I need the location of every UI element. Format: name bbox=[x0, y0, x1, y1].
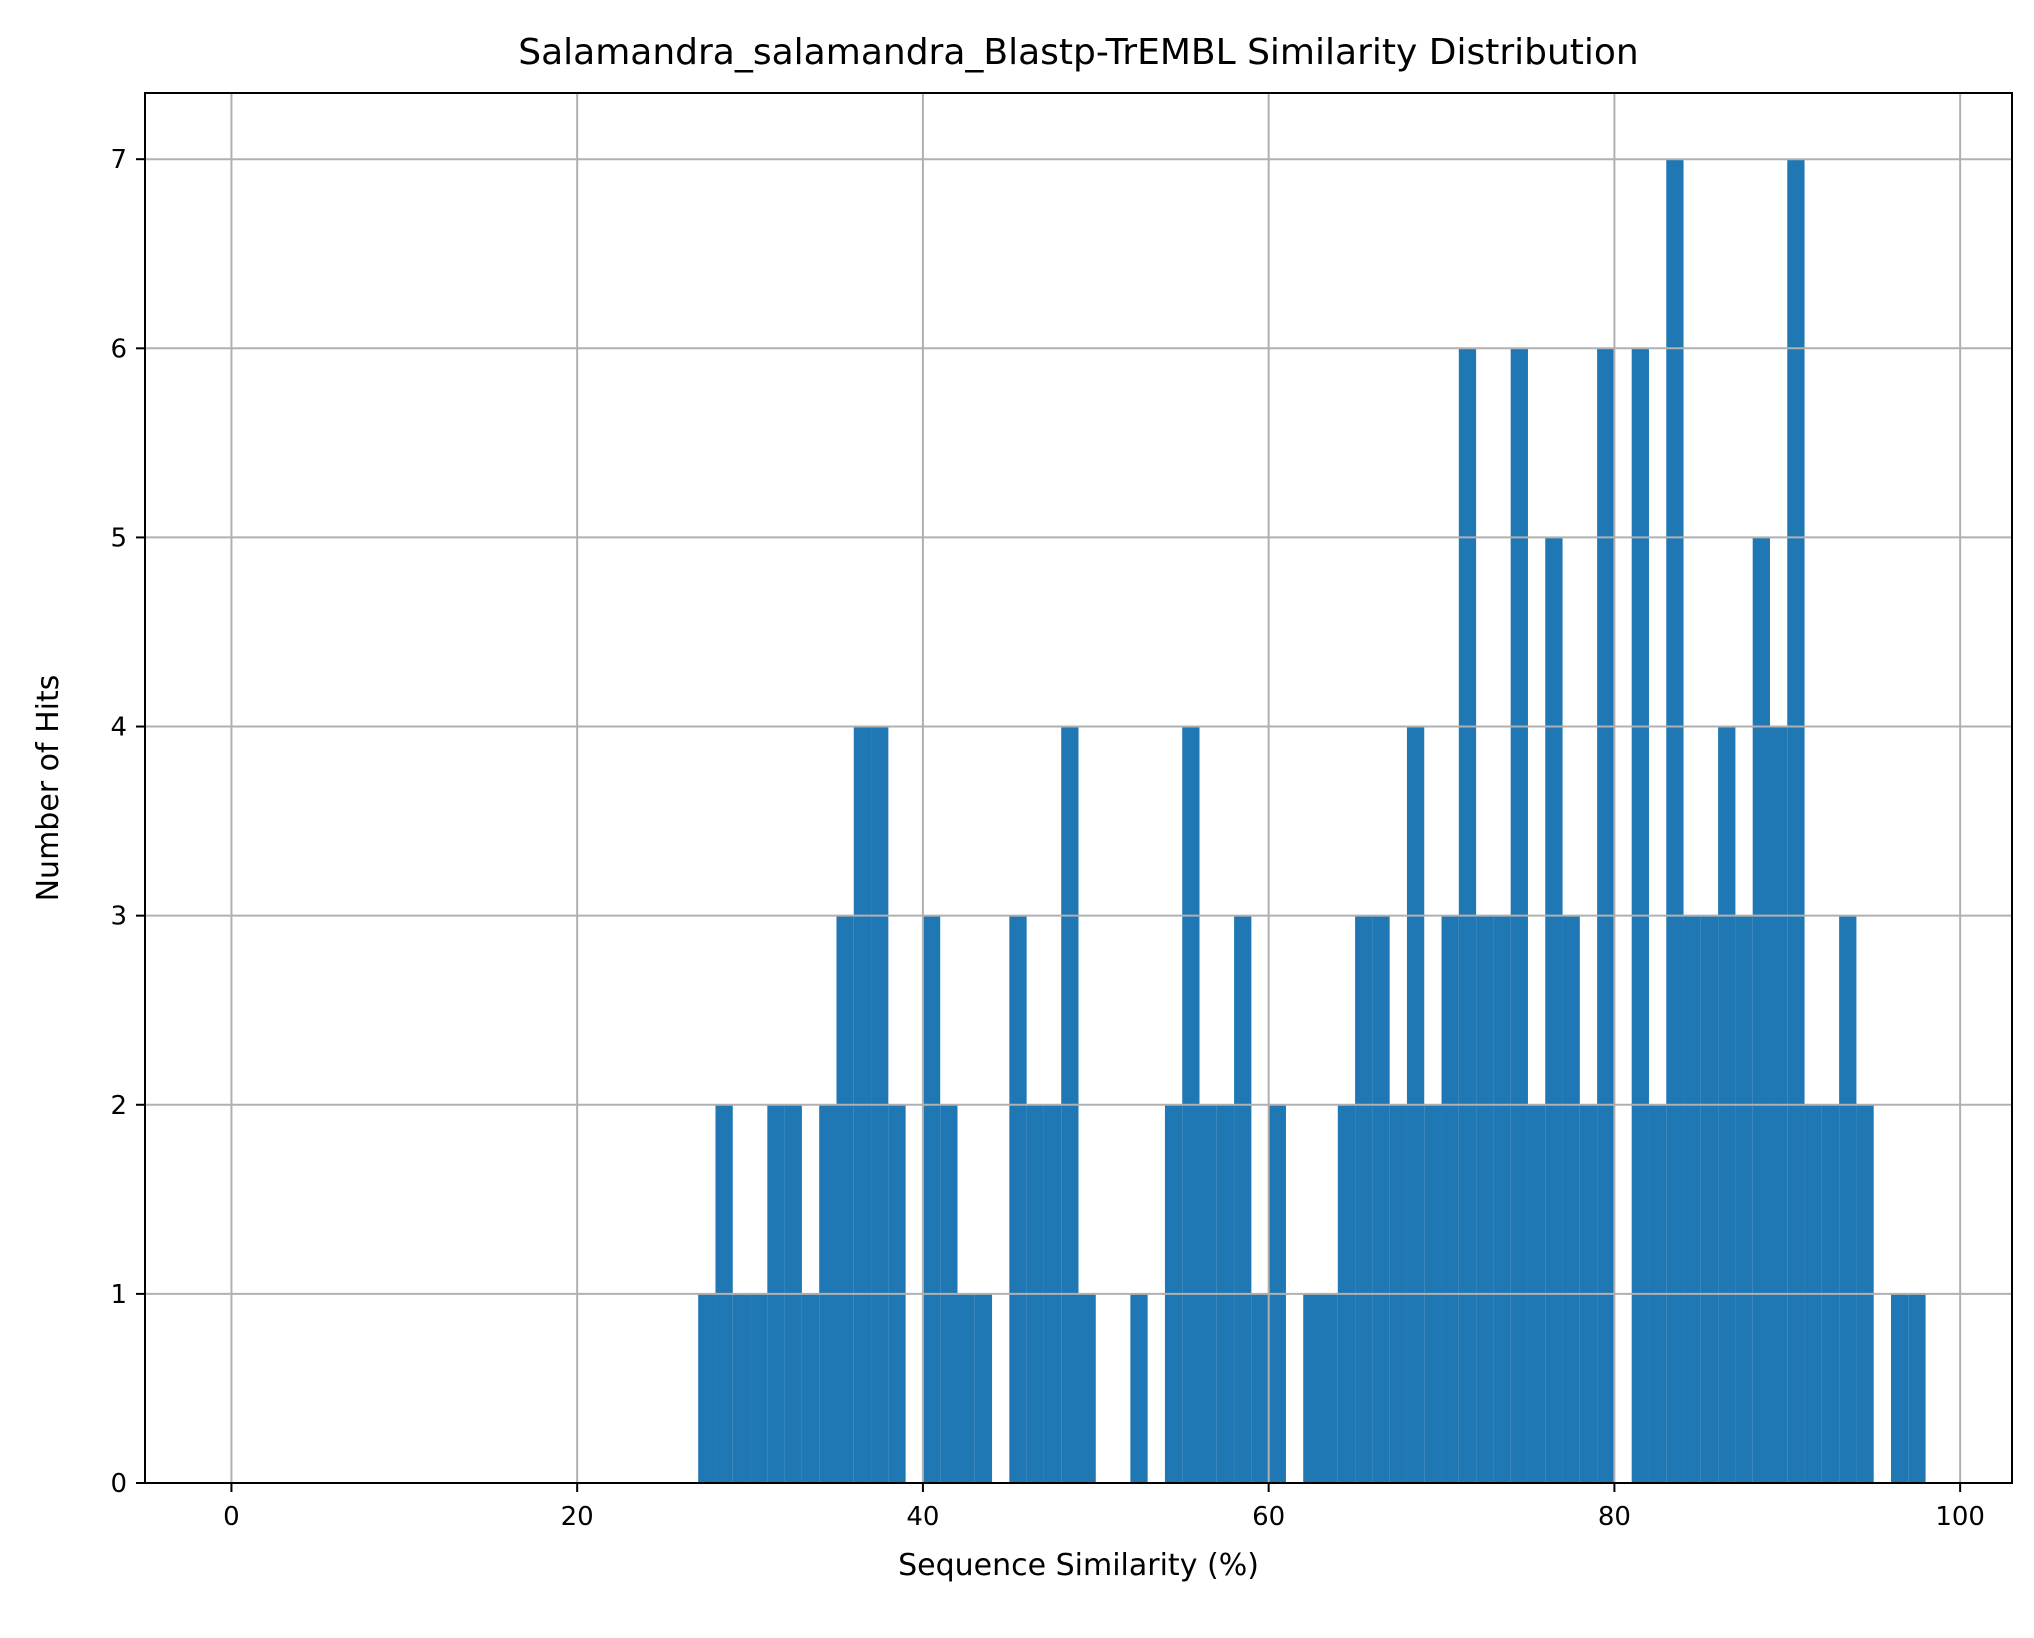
plot-frame bbox=[144, 92, 2013, 1484]
histogram-bar bbox=[1787, 159, 1805, 1484]
histogram-bar bbox=[1372, 915, 1390, 1483]
histogram-bars bbox=[698, 159, 1926, 1484]
histogram-bar bbox=[1476, 915, 1494, 1483]
histogram-bar bbox=[1683, 915, 1701, 1483]
histogram-bar bbox=[698, 1293, 716, 1483]
histogram-bar bbox=[1441, 915, 1459, 1483]
y-axis-label: Number of Hits bbox=[31, 675, 66, 902]
histogram-bar bbox=[1009, 915, 1027, 1483]
histogram-bar bbox=[1493, 915, 1511, 1483]
histogram-bar bbox=[1545, 537, 1563, 1483]
histogram-bar bbox=[750, 1293, 768, 1483]
y-tick-label: 4 bbox=[110, 713, 127, 743]
histogram-bar bbox=[1234, 915, 1252, 1483]
y-tick-label: 5 bbox=[110, 523, 127, 553]
histogram-bar bbox=[922, 915, 941, 1483]
y-tick-label: 1 bbox=[110, 1280, 127, 1310]
histogram-bar bbox=[836, 915, 854, 1483]
y-axis-ticks: 0 1 2 3 4 5 6 7 bbox=[110, 145, 145, 1499]
chart-title: Salamandra_salamandra_Blastp-TrEMBL Simi… bbox=[518, 32, 1639, 73]
histogram-bar bbox=[1839, 915, 1857, 1483]
x-axis-label: Sequence Similarity (%) bbox=[898, 1548, 1259, 1583]
histogram-bar bbox=[957, 1293, 975, 1483]
histogram-bar bbox=[1562, 915, 1580, 1483]
x-tick-label: 40 bbox=[906, 1502, 939, 1532]
histogram-bar bbox=[1908, 1293, 1926, 1483]
y-tick-label: 0 bbox=[110, 1469, 127, 1499]
histogram-bar bbox=[1752, 537, 1770, 1483]
histogram-bar bbox=[1130, 1293, 1148, 1483]
y-tick-label: 6 bbox=[110, 334, 127, 364]
histogram-bar bbox=[1735, 915, 1753, 1483]
histogram-bar bbox=[1078, 1293, 1096, 1483]
histogram-bar bbox=[1320, 1293, 1338, 1483]
histogram-bar bbox=[1303, 1293, 1321, 1483]
x-tick-label: 20 bbox=[561, 1502, 594, 1532]
histogram-bar bbox=[1355, 915, 1373, 1483]
histogram-bar bbox=[801, 1293, 820, 1483]
x-tick-label: 60 bbox=[1252, 1502, 1285, 1532]
x-axis-ticks: 0 20 40 60 80 100 bbox=[223, 1483, 1985, 1532]
y-tick-label: 3 bbox=[110, 902, 127, 932]
y-tick-label: 7 bbox=[110, 145, 127, 175]
histogram-bar bbox=[974, 1293, 993, 1483]
x-tick-label: 80 bbox=[1598, 1502, 1631, 1532]
histogram-bar bbox=[1700, 915, 1719, 1483]
x-tick-label: 0 bbox=[223, 1502, 240, 1532]
histogram-bar bbox=[1890, 1293, 1909, 1483]
x-tick-label: 100 bbox=[1935, 1502, 1985, 1532]
histogram-bar bbox=[1251, 1293, 1269, 1483]
histogram-bar bbox=[732, 1293, 751, 1483]
histogram-bar bbox=[1666, 159, 1684, 1484]
y-tick-label: 2 bbox=[110, 1091, 127, 1121]
